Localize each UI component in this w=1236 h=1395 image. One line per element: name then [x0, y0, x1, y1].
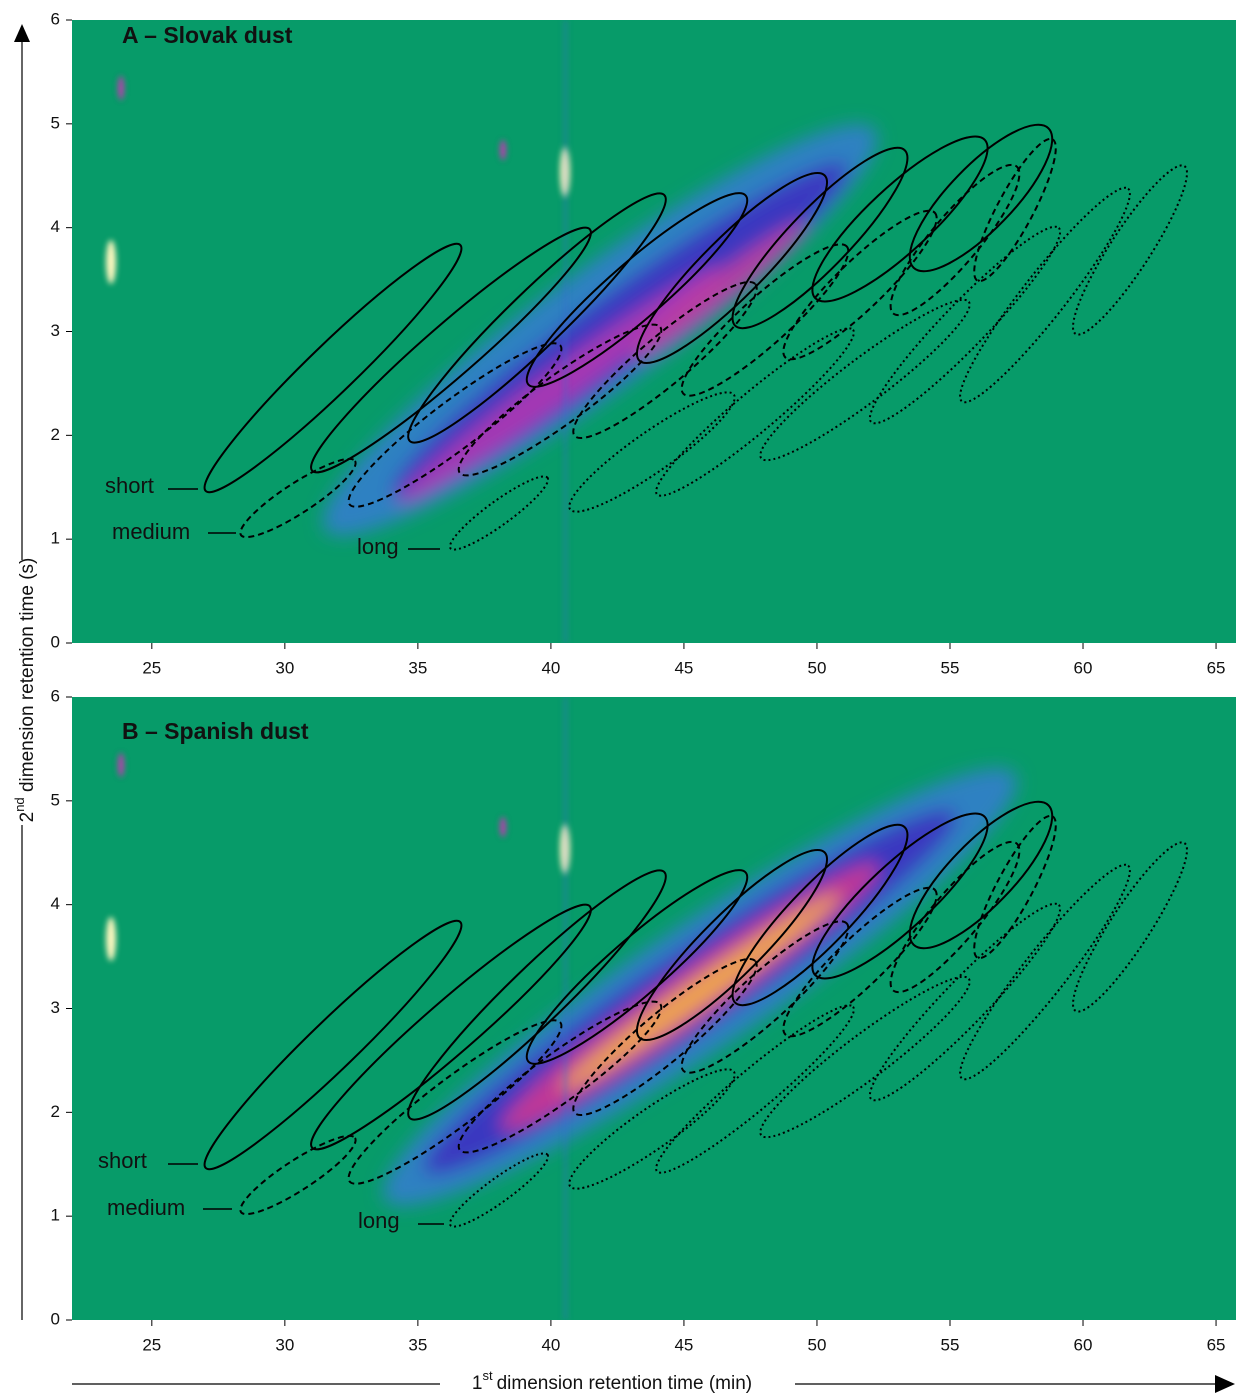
x-tick-label: 30: [275, 1335, 294, 1354]
y-axis-label: 2nd dimension retention time (s): [12, 558, 38, 823]
y-axis-arrowhead: [14, 24, 30, 42]
y-tick-label: 1: [51, 1206, 60, 1225]
panel-title: B – Spanish dust: [122, 718, 309, 744]
y-tick-label: 0: [51, 632, 60, 651]
x-tick-label: 55: [941, 658, 960, 677]
y-tick-label: 5: [51, 790, 60, 809]
x-tick-label: 60: [1074, 658, 1093, 677]
annotation: medium: [107, 1195, 185, 1220]
x-tick-label: 35: [408, 1335, 427, 1354]
x-tick-label: 40: [541, 658, 560, 677]
x-tick-label: 40: [541, 1335, 560, 1354]
panel-title: A – Slovak dust: [122, 22, 293, 48]
y-tick-label: 4: [51, 217, 60, 236]
y-tick-label: 5: [51, 113, 60, 132]
x-tick-label: 30: [275, 658, 294, 677]
y-tick-label: 2: [51, 1102, 60, 1121]
y-tick-label: 2: [51, 425, 60, 444]
x-tick-label: 65: [1207, 1335, 1226, 1354]
y-tick-label: 6: [51, 9, 60, 28]
x-tick-label: 50: [807, 658, 826, 677]
y-tick-label: 3: [51, 998, 60, 1017]
x-tick-label: 25: [142, 1335, 161, 1354]
x-axis-arrowhead: [1215, 1375, 1235, 1393]
x-tick-label: 65: [1207, 658, 1226, 677]
y-tick-label: 4: [51, 894, 60, 913]
annotation: long: [358, 1208, 400, 1233]
annotation: medium: [112, 519, 190, 544]
x-tick-label: 35: [408, 658, 427, 677]
y-tick-label: 1: [51, 529, 60, 548]
y-tick-label: 0: [51, 1309, 60, 1328]
x-tick-label: 50: [807, 1335, 826, 1354]
x-tick-label: 60: [1074, 1335, 1093, 1354]
x-tick-label: 45: [674, 658, 693, 677]
y-tick-label: 6: [51, 686, 60, 705]
x-tick-label: 45: [674, 1335, 693, 1354]
annotation: long: [357, 534, 399, 559]
annotation: short: [98, 1148, 147, 1173]
x-axis-label: 1st dimension retention time (min): [472, 1368, 752, 1394]
x-tick-label: 55: [941, 1335, 960, 1354]
annotation: short: [105, 473, 154, 498]
y-tick-label: 3: [51, 321, 60, 340]
x-tick-label: 25: [142, 658, 161, 677]
